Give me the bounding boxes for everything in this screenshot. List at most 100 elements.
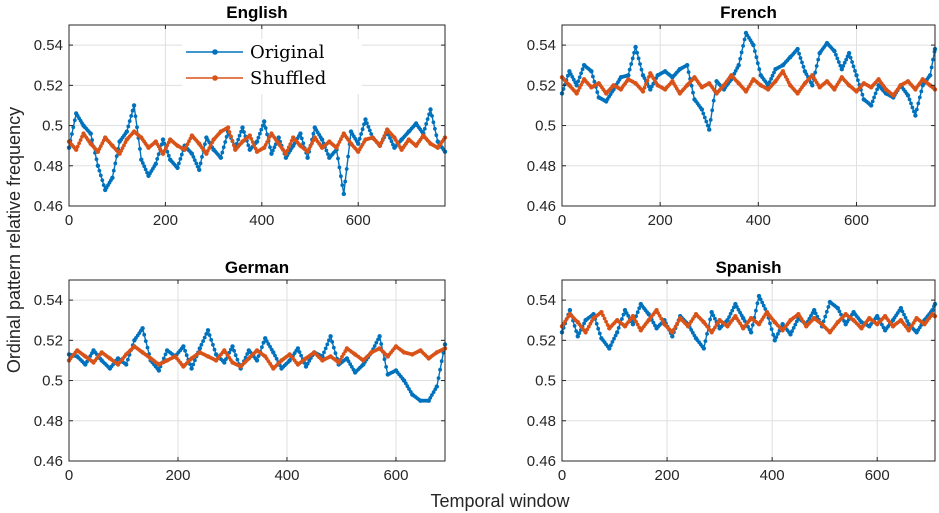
english-point-shuffled-28 [269,131,274,136]
english-marker-original-202 [359,132,363,136]
french-marker-original-214 [875,87,879,92]
english-marker-original-206 [365,121,369,125]
spanish-point-original-37 [851,310,856,315]
french-marker-original-123 [741,44,745,48]
german-ytick-label-4: 0.54 [34,292,63,309]
german-point-original-23 [254,358,260,363]
english-marker-original-141 [271,148,275,153]
english-point-shuffled-43 [377,143,383,148]
french-point-shuffled-39 [846,83,852,88]
english-point-shuffled-9 [131,129,137,134]
german-marker-original-48 [145,345,150,350]
spanish-marker-original-129 [763,307,768,311]
german-point-shuffled-25 [271,366,276,371]
french-marker-original-161 [797,51,801,56]
french-marker-original-4 [566,73,570,78]
german-point-shuffled-30 [312,350,317,355]
english-point-original-19 [204,135,209,140]
spanish-marker-shuffled-17 [586,324,591,329]
english-marker-shuffled-153 [288,142,293,147]
spanish-point-shuffled-46 [922,322,927,327]
french-point-original-24 [736,62,741,68]
spanish-point-original-28 [780,322,785,327]
french-marker-original-62 [651,81,656,86]
y-axis-label: Ordinal pattern relative frequency [4,107,24,373]
french-point-original-19 [699,107,705,112]
spanish-point-shuffled-26 [764,310,770,315]
french-marker-original-199 [853,69,857,73]
spanish-point-original-12 [654,326,659,331]
spanish-marker-original-48 [635,310,640,315]
legend-label-original: Original [250,42,325,63]
german-marker-original-172 [348,362,353,366]
german-marker-original-126 [273,353,277,358]
french-marker-original-102 [710,108,715,113]
spanish-point-original-2 [575,334,580,339]
german-point-original-9 [140,326,145,331]
english-point-shuffled-49 [421,133,426,138]
german-point-original-25 [271,350,276,355]
english-marker-original-31 [111,168,116,173]
german-marker-original-163 [333,351,338,356]
french-point-original-11 [640,73,646,78]
english-marker-original-86 [191,155,196,159]
french-marker-original-196 [848,55,853,60]
english-marker-original-207 [366,124,371,129]
english-point-original-21 [218,155,223,160]
german-marker-original-161 [330,340,335,344]
french-point-shuffled-46 [898,83,903,88]
german-marker-original-158 [325,342,330,347]
spanish-point-original-39 [867,324,872,329]
spanish-point-original-14 [670,334,675,339]
french-marker-original-134 [757,67,762,72]
french-marker-original-49 [632,50,636,55]
spanish-marker-original-49 [637,306,642,311]
french-point-original-33 [802,69,808,74]
english-point-original-2 [81,123,86,128]
spanish-point-original-21 [725,318,730,323]
spanish-point-shuffled-32 [812,316,817,321]
german-point-shuffled-16 [197,350,202,355]
spanish-marker-original-14 [582,321,586,326]
spanish-point-shuffled-31 [804,324,809,329]
german-marker-original-187 [372,344,377,348]
german-point-shuffled-19 [222,348,227,353]
german-point-shuffled-42 [410,352,415,357]
german-point-shuffled-29 [303,356,309,361]
english-marker-original-119 [239,129,244,134]
english-marker-original-32 [113,161,118,166]
english-point-original-46 [399,137,404,142]
spanish-marker-original-132 [768,321,772,326]
english-marker-original-22 [98,173,103,178]
french-marker-original-198 [851,64,856,69]
spanish-marker-original-36 [616,326,621,330]
french-ytick-label-0: 0.46 [527,198,556,215]
german-xtick-label-1: 200 [165,467,190,484]
english-marker-original-254 [434,133,439,138]
english-point-original-47 [406,129,411,134]
french-point-shuffled-35 [817,85,822,90]
spanish-point-original-47 [930,308,935,313]
french-marker-shuffled-153 [785,77,790,82]
spanish-point-shuffled-43 [898,318,904,323]
english-marker-shuffled-8 [78,138,83,142]
english-marker-original-136 [263,126,268,130]
spanish-marker-original-133 [769,327,774,331]
french-point-original-8 [618,75,624,80]
spanish-marker-original-219 [905,319,910,323]
french-xtick-label-1: 200 [648,212,673,229]
spanish-point-shuffled-18 [701,320,706,325]
german-point-shuffled-43 [418,348,423,353]
spanish-marker-original-216 [900,309,905,314]
english-marker-original-246 [422,126,427,131]
spanish-marker-original-11 [577,331,582,335]
german-marker-original-119 [261,340,266,345]
english-marker-original-19 [94,157,99,162]
german-point-shuffled-13 [173,354,178,359]
spanish-point-original-36 [843,322,848,327]
french-marker-shuffled-57 [644,82,648,86]
spanish-point-shuffled-23 [741,326,746,331]
english-point-original-17 [189,151,195,156]
french-marker-shuffled-13 [579,83,583,87]
spanish-point-original-45 [914,330,919,335]
